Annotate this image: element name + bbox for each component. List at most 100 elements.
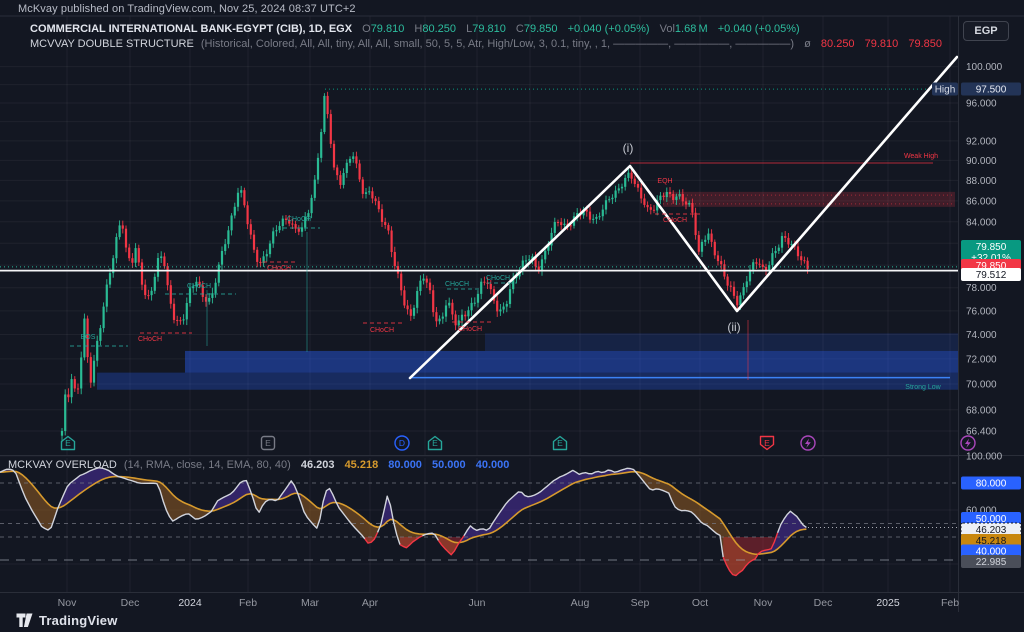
candle-body <box>524 260 528 262</box>
price-badge-percent: +32.01% <box>971 253 1011 264</box>
elliott-zigzag-drawing[interactable] <box>408 55 959 380</box>
candle-body <box>352 156 355 159</box>
candle-body <box>803 260 806 262</box>
event-badge-e[interactable] <box>260 435 276 451</box>
overload-oversold-fill <box>723 537 775 576</box>
candle-body <box>198 281 201 286</box>
lightning-icon <box>805 438 811 448</box>
candle-body <box>313 179 316 198</box>
structure-value-2: 79.810 <box>864 38 899 50</box>
high-value: 80.250 <box>422 23 457 35</box>
candle-body <box>112 258 115 274</box>
candle-body <box>512 278 515 290</box>
oscillator-badge <box>961 512 1021 525</box>
candle-body <box>428 282 432 291</box>
candle-body <box>534 256 537 267</box>
event-badge-flash[interactable] <box>800 435 816 451</box>
symbol-title[interactable]: COMMERCIAL INTERNATIONAL BANK-EGYPT (CIB… <box>30 23 353 35</box>
candle-body <box>92 360 96 383</box>
price-axis-label: 70.000 <box>966 379 997 390</box>
supply-zone[interactable] <box>663 191 955 207</box>
candle-body <box>796 246 800 257</box>
footer-brand[interactable]: TradingView <box>16 613 118 628</box>
indicator-legend-row[interactable]: MCVVAY DOUBLE STRUCTURE (Historical, Col… <box>30 37 942 52</box>
candle-body <box>304 216 307 228</box>
candle-body <box>323 95 326 133</box>
symbol-legend-row[interactable]: COMMERCIAL INTERNATIONAL BANK-EGYPT (CIB… <box>30 22 942 37</box>
candle-body <box>163 256 166 267</box>
candle-body <box>374 198 377 202</box>
price-lines[interactable] <box>0 88 958 379</box>
candle-body <box>400 273 403 291</box>
event-badge-d[interactable] <box>394 435 410 451</box>
annotation-label: (ii) <box>727 320 740 334</box>
event-badge-letter: E <box>265 438 271 448</box>
candle-body <box>720 261 723 265</box>
candle-body <box>540 259 544 271</box>
overload-main-line <box>0 467 366 540</box>
tradingview-brand-text: TradingView <box>39 613 118 628</box>
demand-zone-upper[interactable] <box>485 333 958 351</box>
candle-body <box>416 291 419 308</box>
candle-body <box>121 225 124 229</box>
candle-body <box>438 318 441 322</box>
zigzag-line[interactable] <box>408 55 959 380</box>
price-axis-label: 86.000 <box>966 196 997 207</box>
price-badge <box>961 268 1021 281</box>
demand-zone-lower[interactable] <box>97 372 958 390</box>
candle-body <box>681 194 684 202</box>
candle-body <box>262 256 265 264</box>
open-label: O <box>362 23 371 35</box>
candle-body <box>659 195 662 201</box>
candle-body <box>425 278 428 283</box>
candle-body <box>620 186 624 189</box>
candle-body <box>691 202 694 213</box>
published-bar: McKvay published on TradingView.com, Nov… <box>18 3 356 15</box>
chart-legend[interactable]: COMMERCIAL INTERNATIONAL BANK-EGYPT (CIB… <box>30 22 942 52</box>
oscillator-badge-value: 40.000 <box>976 547 1007 558</box>
candle-body <box>624 177 627 187</box>
candle-body <box>342 173 345 185</box>
price-axis[interactable]: 100.000 96.000 92.000 90.000 88.000 86.000 84.… <box>932 62 1022 568</box>
candle-body <box>592 218 595 220</box>
candle-body <box>739 295 742 306</box>
structure-indicator-title[interactable]: MCVVAY DOUBLE STRUCTURE <box>30 38 194 50</box>
event-badge-letter: E <box>432 438 438 448</box>
candle-body <box>380 209 384 222</box>
candle-body <box>364 192 368 194</box>
event-badge-earnings-down[interactable] <box>759 435 775 451</box>
candle-body <box>483 281 486 283</box>
time-axis[interactable]: Nov Dec 2024 Feb Mar Apr Jun Aug Sep Oct Nov Dec 202… <box>58 597 960 609</box>
annotation-label: Strong Low <box>905 384 941 391</box>
candlestick-series <box>60 91 809 443</box>
oscillator-legend-row[interactable]: MCKVAY OVERLOAD (14, RMA, close, 14, EMA… <box>8 459 509 471</box>
event-badge-earnings[interactable] <box>552 435 568 451</box>
candle-body <box>521 260 524 271</box>
event-badge-earnings[interactable] <box>427 435 443 451</box>
candle-body <box>412 307 416 316</box>
candle-body <box>675 196 678 200</box>
event-badge-earnings[interactable] <box>60 435 76 451</box>
candle-body <box>448 302 451 306</box>
annotation-label: (i) <box>623 141 634 155</box>
candle-body <box>569 225 572 227</box>
candle-body <box>144 284 147 296</box>
candle-body <box>230 215 233 231</box>
structure-zones[interactable] <box>97 191 958 390</box>
candle-body <box>390 230 393 252</box>
oscillator-title[interactable]: MCKVAY OVERLOAD <box>8 459 117 471</box>
month-label: Dec <box>814 597 833 609</box>
candle-body <box>547 245 550 251</box>
demand-zone-mid[interactable] <box>185 350 958 373</box>
event-badge-flash[interactable] <box>960 435 976 451</box>
overload-fill-above <box>323 488 340 509</box>
candle-body <box>246 205 249 225</box>
candle-body <box>755 262 758 264</box>
candle-body <box>473 302 476 304</box>
month-label: Nov <box>754 597 773 609</box>
overload-fill-below <box>300 494 324 529</box>
currency-toggle-button[interactable]: EGP <box>963 21 1009 41</box>
candle-body <box>595 216 598 219</box>
